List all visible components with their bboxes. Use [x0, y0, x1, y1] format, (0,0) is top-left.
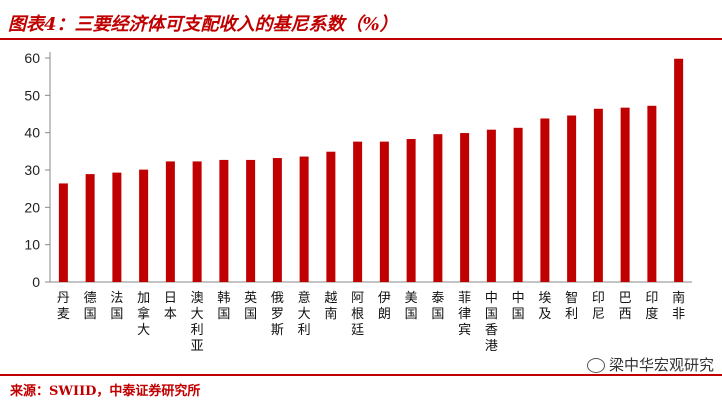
category-label: 法国 [110, 291, 123, 322]
category-label: 加拿大 [137, 291, 150, 338]
bar [513, 127, 523, 283]
bar [674, 58, 684, 282]
category-label: 澳大利亚 [191, 290, 204, 354]
category-label: 阿根廷 [351, 291, 364, 338]
bar [246, 159, 256, 282]
category-label: 越南 [324, 291, 337, 322]
category-label: 俄罗斯 [271, 291, 284, 338]
category-label: 英国 [244, 291, 257, 322]
category-label: 智利 [565, 291, 578, 322]
bar [139, 169, 149, 282]
y-tick-label: 60 [24, 50, 40, 66]
bar [112, 172, 122, 282]
category-label: 巴西 [619, 291, 632, 322]
bar [379, 141, 389, 282]
category-label: 中国香港 [485, 291, 498, 354]
category-label: 日本 [164, 291, 177, 322]
y-tick-label: 50 [24, 87, 40, 103]
category-label: 中国 [512, 291, 525, 322]
source-divider [0, 374, 722, 376]
category-label: 泰国 [431, 291, 444, 322]
category-label: 菲律宾 [458, 291, 471, 338]
category-label: 美国 [405, 291, 418, 322]
bar [326, 151, 336, 282]
category-label: 埃及 [538, 291, 551, 322]
bar [486, 129, 496, 282]
bar [460, 133, 470, 282]
bar [192, 161, 202, 282]
bar [647, 105, 657, 282]
chart-title: 图表4：三要经济体可支配收入的基尼系数（%） [8, 14, 398, 35]
bar [433, 134, 443, 282]
category-label: 韩国 [217, 291, 230, 322]
y-tick-label: 40 [24, 125, 40, 141]
category-label: 印尼 [592, 291, 605, 322]
category-label: 丹麦 [57, 291, 70, 322]
category-label: 南非 [672, 290, 685, 322]
chart-title-bar: 图表4：三要经济体可支配收入的基尼系数（%） [0, 4, 722, 40]
title-divider [0, 38, 722, 40]
bar [219, 159, 229, 282]
watermark-text: 梁中华宏观研究 [608, 356, 714, 374]
bar [593, 108, 603, 282]
category-label: 德国 [84, 291, 97, 322]
bar [540, 118, 550, 282]
source-note: 来源：SWIID，中泰证券研究所 [10, 384, 201, 399]
bar [353, 141, 363, 282]
y-tick-label: 0 [32, 274, 40, 290]
category-label: 意大利 [298, 290, 311, 338]
y-tick-label: 20 [24, 199, 40, 215]
y-tick-label: 10 [24, 237, 40, 253]
bar [406, 139, 416, 282]
bar [58, 183, 68, 282]
watermark: 梁中华宏观研究 [586, 354, 714, 375]
bar [567, 115, 577, 282]
y-tick-label: 30 [24, 162, 40, 178]
source-bar: 来源：SWIID，中泰证券研究所 [0, 374, 722, 404]
bar [620, 107, 630, 282]
wechat-icon [586, 358, 605, 373]
bar [165, 161, 175, 282]
bar [299, 156, 309, 282]
bar [272, 158, 282, 282]
category-label: 伊朗 [378, 291, 391, 322]
category-label: 印度 [645, 291, 658, 322]
bar [85, 174, 95, 282]
